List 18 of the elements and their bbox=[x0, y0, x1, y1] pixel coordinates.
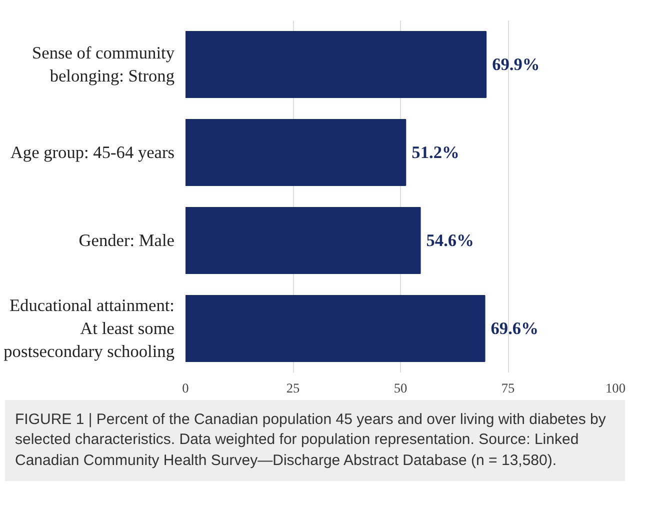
caption: FIGURE 1 | Percent of the Canadian population 45 years and over living with diabetes by selected characteristics. Data weighted for population representation. Source: Linked Canadian Community Health Survey—Discharge Abstract Database (n = 13,580). bbox=[15, 410, 607, 470]
bar bbox=[186, 207, 421, 274]
data-label: 54.6% bbox=[426, 231, 474, 250]
bar bbox=[186, 31, 487, 98]
x-tick-label: 100 bbox=[606, 380, 626, 396]
y-tick-label: Sense of community belonging: Strong bbox=[32, 44, 175, 86]
x-tick-label: 75 bbox=[501, 380, 515, 396]
x-tick-label: 0 bbox=[182, 380, 190, 396]
y-tick-label: Gender: Male bbox=[78, 231, 175, 250]
y-tick-label: Age group: 45-64 years bbox=[10, 143, 175, 162]
y-tick-label: Educational attainment: At least some postsecondary schooling bbox=[4, 296, 175, 361]
data-label: 51.2% bbox=[412, 143, 460, 162]
bar bbox=[186, 295, 486, 362]
data-label: 69.9% bbox=[492, 55, 540, 74]
x-tick-label: 25 bbox=[286, 380, 300, 396]
x-tick-label: 50 bbox=[394, 380, 408, 396]
bar bbox=[186, 119, 406, 186]
data-label: 69.6% bbox=[490, 319, 538, 338]
